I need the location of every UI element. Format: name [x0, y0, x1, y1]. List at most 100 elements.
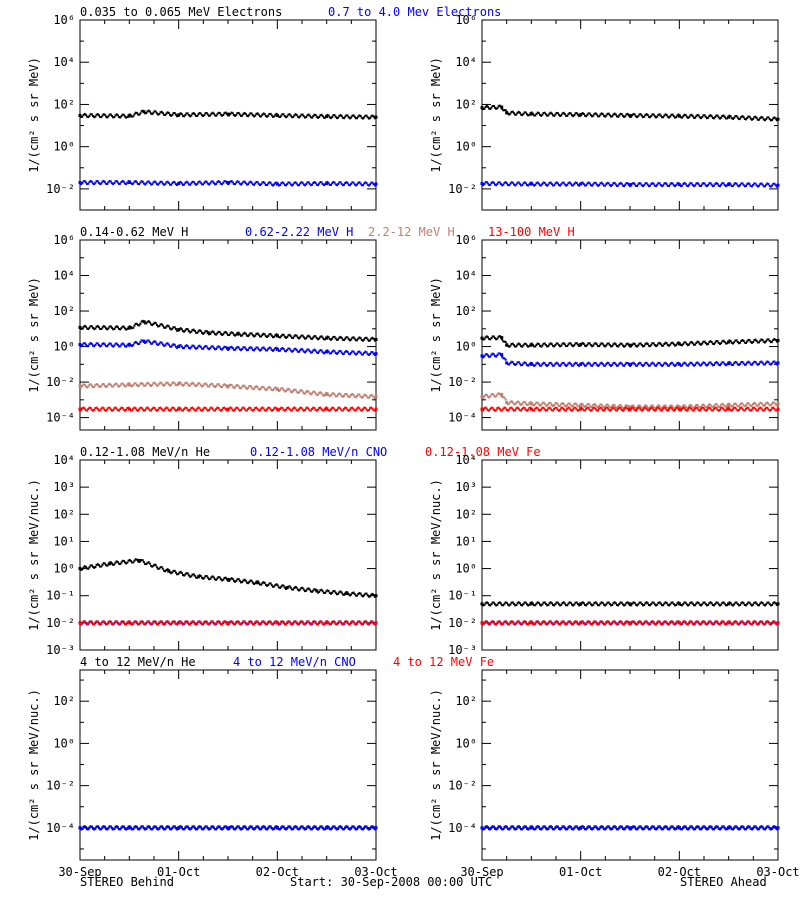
data-point — [359, 592, 362, 595]
data-point — [494, 623, 497, 626]
data-point — [598, 622, 601, 625]
data-point — [159, 406, 162, 409]
data-point — [665, 409, 668, 412]
data-point — [84, 565, 87, 568]
data-point — [679, 364, 682, 367]
data-point — [489, 395, 492, 398]
data-point — [625, 406, 628, 409]
data-point — [634, 364, 637, 367]
data-point — [294, 388, 297, 391]
data-point — [740, 182, 743, 185]
data-point — [728, 407, 731, 410]
data-point — [642, 185, 645, 188]
data-point — [510, 620, 513, 623]
data-point — [673, 623, 676, 626]
data-point — [276, 334, 279, 337]
data-point — [216, 383, 219, 386]
data-point — [334, 337, 337, 340]
data-point — [290, 350, 293, 353]
data-point — [370, 393, 373, 396]
data-point — [196, 383, 199, 386]
data-point — [311, 183, 314, 186]
data-point — [755, 602, 758, 605]
data-point — [88, 406, 91, 409]
data-point — [99, 565, 102, 568]
data-point — [761, 183, 764, 186]
data-point — [776, 361, 780, 365]
data-point — [659, 406, 662, 409]
data-point — [271, 389, 274, 392]
y-tick-label: 10⁶ — [455, 233, 477, 247]
data-point — [605, 603, 608, 606]
data-point — [747, 115, 750, 118]
data-point — [307, 587, 310, 590]
data-point — [723, 184, 726, 187]
data-point — [298, 622, 301, 625]
data-point — [527, 408, 530, 411]
series-0 — [480, 601, 780, 607]
data-point — [599, 620, 602, 623]
data-point — [286, 183, 289, 186]
data-point — [227, 579, 229, 582]
data-point — [286, 336, 289, 339]
data-point — [662, 364, 665, 367]
data-point — [241, 334, 244, 337]
data-point — [486, 182, 489, 185]
data-point — [540, 114, 543, 117]
data-point — [573, 406, 576, 409]
data-point — [730, 363, 733, 366]
data-point — [504, 358, 507, 361]
data-point — [524, 342, 527, 345]
data-point — [628, 183, 632, 187]
data-point — [735, 361, 738, 364]
data-point — [660, 185, 663, 188]
data-point — [202, 384, 205, 387]
data-point — [557, 405, 560, 408]
data-point — [542, 601, 545, 604]
data-point — [357, 406, 360, 409]
data-point — [543, 601, 546, 604]
data-point — [356, 407, 359, 410]
data-point — [646, 114, 649, 117]
data-point — [492, 181, 495, 184]
data-point — [664, 404, 667, 407]
data-point — [209, 182, 212, 185]
data-point — [494, 183, 497, 186]
data-point — [241, 114, 244, 117]
data-point — [658, 621, 661, 624]
data-point — [643, 405, 646, 408]
data-point — [150, 183, 153, 186]
data-point — [131, 115, 134, 118]
data-point — [325, 621, 329, 625]
data-point — [164, 383, 167, 386]
data-point — [662, 604, 665, 607]
data-point — [137, 558, 141, 562]
data-point — [520, 409, 523, 412]
data-point — [203, 113, 206, 116]
data-point — [227, 386, 229, 389]
data-point — [178, 571, 181, 574]
data-point — [502, 622, 505, 625]
data-point — [676, 114, 679, 117]
data-point — [754, 115, 757, 118]
data-point — [714, 406, 717, 409]
data-point — [544, 404, 547, 407]
data-point — [602, 364, 605, 367]
data-point — [679, 116, 682, 119]
data-point — [178, 620, 181, 623]
data-point — [508, 345, 511, 348]
data-point — [671, 113, 674, 116]
data-point — [535, 620, 538, 623]
data-point — [263, 113, 266, 116]
data-point — [720, 342, 723, 345]
data-point — [115, 180, 118, 183]
data-point — [624, 603, 627, 606]
data-point — [666, 364, 669, 367]
data-point — [755, 362, 758, 365]
data-point — [495, 408, 498, 411]
legend-label: 0.12-1.08 MeV Fe — [425, 445, 541, 459]
data-point — [629, 604, 631, 607]
data-point — [164, 183, 167, 186]
data-point — [360, 396, 363, 399]
data-point — [366, 623, 369, 626]
